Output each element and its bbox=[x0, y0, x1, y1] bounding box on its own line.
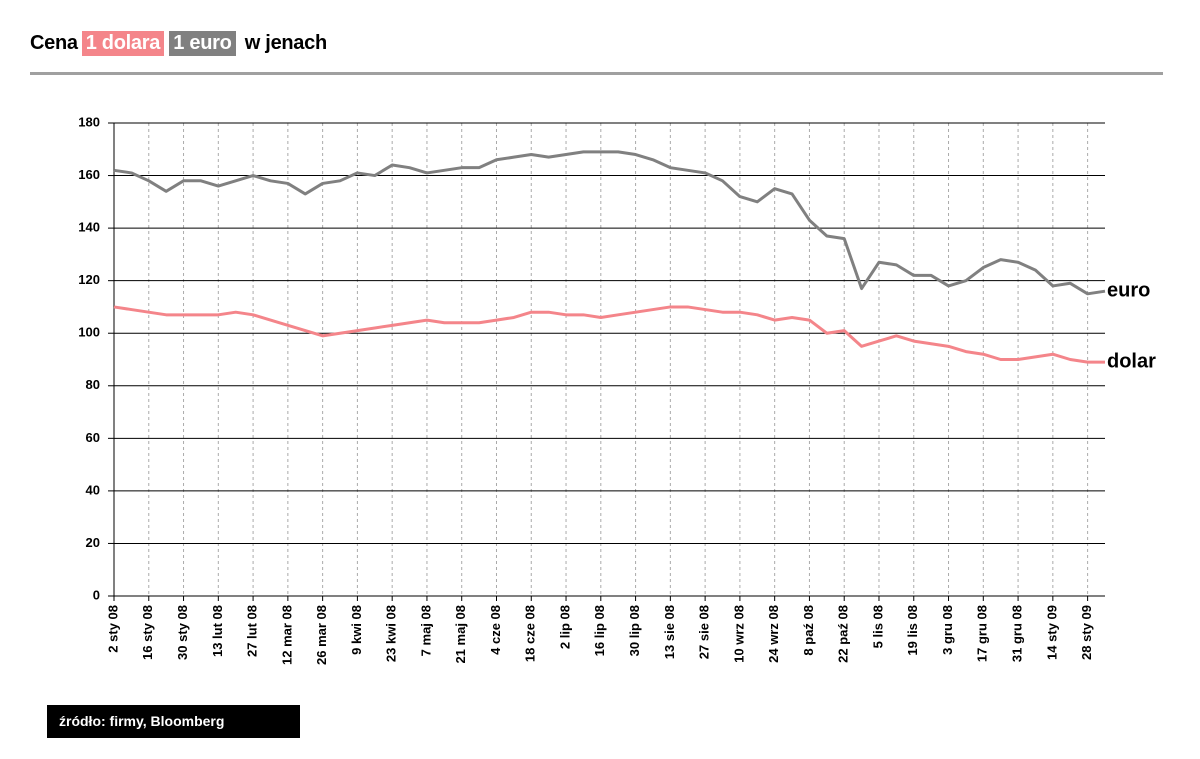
title-rule bbox=[30, 72, 1163, 75]
x-tick-label: 23 kwi 08 bbox=[384, 605, 399, 662]
x-tick-label: 9 kwi 08 bbox=[349, 605, 364, 655]
x-tick-label: 10 wrz 08 bbox=[731, 605, 746, 663]
x-tick-label: 26 mar 08 bbox=[314, 605, 329, 665]
x-tick-label: 8 paź 08 bbox=[801, 605, 816, 656]
x-tick-label: 16 sty 08 bbox=[140, 605, 155, 660]
x-tick-label: 2 lip 08 bbox=[557, 605, 572, 649]
x-tick-label: 22 paź 08 bbox=[836, 605, 851, 663]
x-tick-label: 27 sie 08 bbox=[697, 605, 712, 659]
x-tick-label: 16 lip 08 bbox=[592, 605, 607, 656]
x-tick-label: 30 sty 08 bbox=[175, 605, 190, 660]
x-tick-label: 19 lis 08 bbox=[905, 605, 920, 656]
y-tick-label: 20 bbox=[86, 535, 100, 550]
chart-title: Cena 1 dolara 1 euro w jenach bbox=[30, 31, 331, 56]
x-tick-label: 17 gru 08 bbox=[975, 605, 990, 662]
title-prefix: Cena bbox=[30, 32, 78, 54]
source: źródło: firmy, Bloomberg bbox=[47, 705, 300, 738]
y-tick-label: 60 bbox=[86, 430, 100, 445]
series-end-label: dolar bbox=[1107, 350, 1156, 372]
x-tick-label: 18 cze 08 bbox=[523, 605, 538, 662]
y-tick-label: 160 bbox=[78, 167, 100, 182]
x-tick-label: 7 maj 08 bbox=[418, 605, 433, 656]
x-tick-label: 14 sty 09 bbox=[1044, 605, 1059, 660]
x-tick-label: 12 mar 08 bbox=[279, 605, 294, 665]
title-key-euro: 1 euro bbox=[169, 31, 236, 56]
x-tick-label: 28 sty 09 bbox=[1079, 605, 1094, 660]
series-end-label: euro bbox=[1107, 279, 1150, 301]
series-line bbox=[113, 150, 1106, 296]
x-tick-label: 2 sty 08 bbox=[105, 605, 120, 653]
x-tick-label: 24 wrz 08 bbox=[766, 605, 781, 663]
y-tick-label: 120 bbox=[78, 272, 100, 287]
x-tick-label: 3 gru 08 bbox=[940, 605, 955, 655]
x-tick-label: 27 lut 08 bbox=[245, 605, 260, 657]
x-tick-label: 21 maj 08 bbox=[453, 605, 468, 664]
x-tick-label: 30 lip 08 bbox=[627, 605, 642, 656]
series-line bbox=[113, 305, 1105, 364]
y-tick-label: 80 bbox=[86, 377, 100, 392]
x-tick-label: 31 gru 08 bbox=[1010, 605, 1025, 662]
y-tick-label: 140 bbox=[78, 220, 100, 235]
y-tick-label: 180 bbox=[78, 114, 100, 129]
title-key-dollar: 1 dolara bbox=[81, 31, 165, 56]
x-tick-label: 5 lis 08 bbox=[870, 605, 885, 648]
y-tick-label: 0 bbox=[93, 587, 100, 602]
x-tick-label: 13 sie 08 bbox=[662, 605, 677, 659]
x-tick-label: 4 cze 08 bbox=[488, 605, 503, 655]
x-tick-label: 13 lut 08 bbox=[210, 605, 225, 657]
title-suffix: w jenach bbox=[244, 32, 327, 54]
y-tick-label: 40 bbox=[86, 482, 100, 497]
y-tick-label: 100 bbox=[78, 325, 100, 340]
